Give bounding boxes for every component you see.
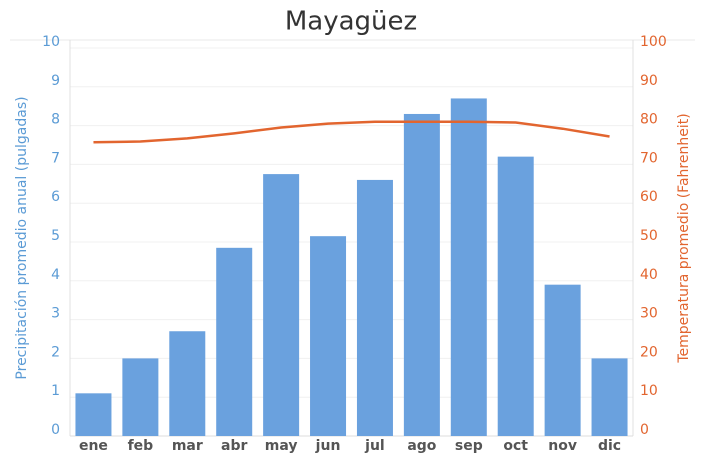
x-tick-label: oct <box>503 438 528 453</box>
bar <box>591 358 628 436</box>
y2-tick-label: 20 <box>640 344 658 360</box>
bar <box>263 174 300 436</box>
y-tick-label: 2 <box>51 344 60 360</box>
x-tick-label: sep <box>455 438 483 453</box>
x-tick-label: mar <box>172 438 203 453</box>
y-tick-label: 0 <box>51 422 60 438</box>
y-tick-label: 9 <box>51 73 60 89</box>
x-tick-label: jun <box>315 438 341 453</box>
y-axis-label: Precipitación promedio anual (pulgadas) <box>14 96 30 379</box>
y2-tick-label: 100 <box>640 34 667 50</box>
bar <box>497 156 534 436</box>
y-tick-label: 6 <box>51 189 60 205</box>
y2-tick-label: 0 <box>640 422 649 438</box>
y-tick-label: 10 <box>42 34 60 50</box>
y-tick-label: 1 <box>51 383 60 399</box>
x-tick-label: may <box>265 438 298 453</box>
y-tick-label: 4 <box>51 267 60 283</box>
y2-tick-label: 60 <box>640 189 658 205</box>
y2-tick-label: 50 <box>640 228 658 244</box>
y-tick-label: 5 <box>51 228 60 244</box>
y2-tick-label: 40 <box>640 267 658 283</box>
x-tick-label: nov <box>548 438 577 453</box>
x-tick-label: jul <box>364 438 385 453</box>
y-tick-label: 3 <box>51 306 60 322</box>
y-tick-label: 7 <box>51 150 60 166</box>
line <box>93 120 610 144</box>
y2-tick-label: 70 <box>640 150 658 166</box>
x-tick-label: feb <box>128 438 154 453</box>
y2-tick-label: 10 <box>640 383 658 399</box>
y2-tick-label: 30 <box>640 306 658 322</box>
y2-tick-label: 90 <box>640 73 658 89</box>
bar <box>169 331 206 436</box>
bar <box>310 236 347 436</box>
x-tick-label: ago <box>407 438 436 453</box>
chart-title: Mayagüez <box>285 7 417 37</box>
bar <box>450 98 487 436</box>
bar <box>216 247 253 436</box>
bar <box>544 284 581 436</box>
x-tick-label: ene <box>79 438 108 453</box>
bar <box>122 358 159 436</box>
x-tick-label: dic <box>598 438 621 453</box>
y2-axis-label: Temperatura promedio (Fahrenheit) <box>676 113 692 363</box>
y2-tick-label: 80 <box>640 112 658 128</box>
y-tick-label: 8 <box>51 112 60 128</box>
bar <box>75 393 112 436</box>
bar <box>356 179 393 437</box>
x-tick-label: abr <box>221 438 247 453</box>
bar <box>403 113 440 437</box>
